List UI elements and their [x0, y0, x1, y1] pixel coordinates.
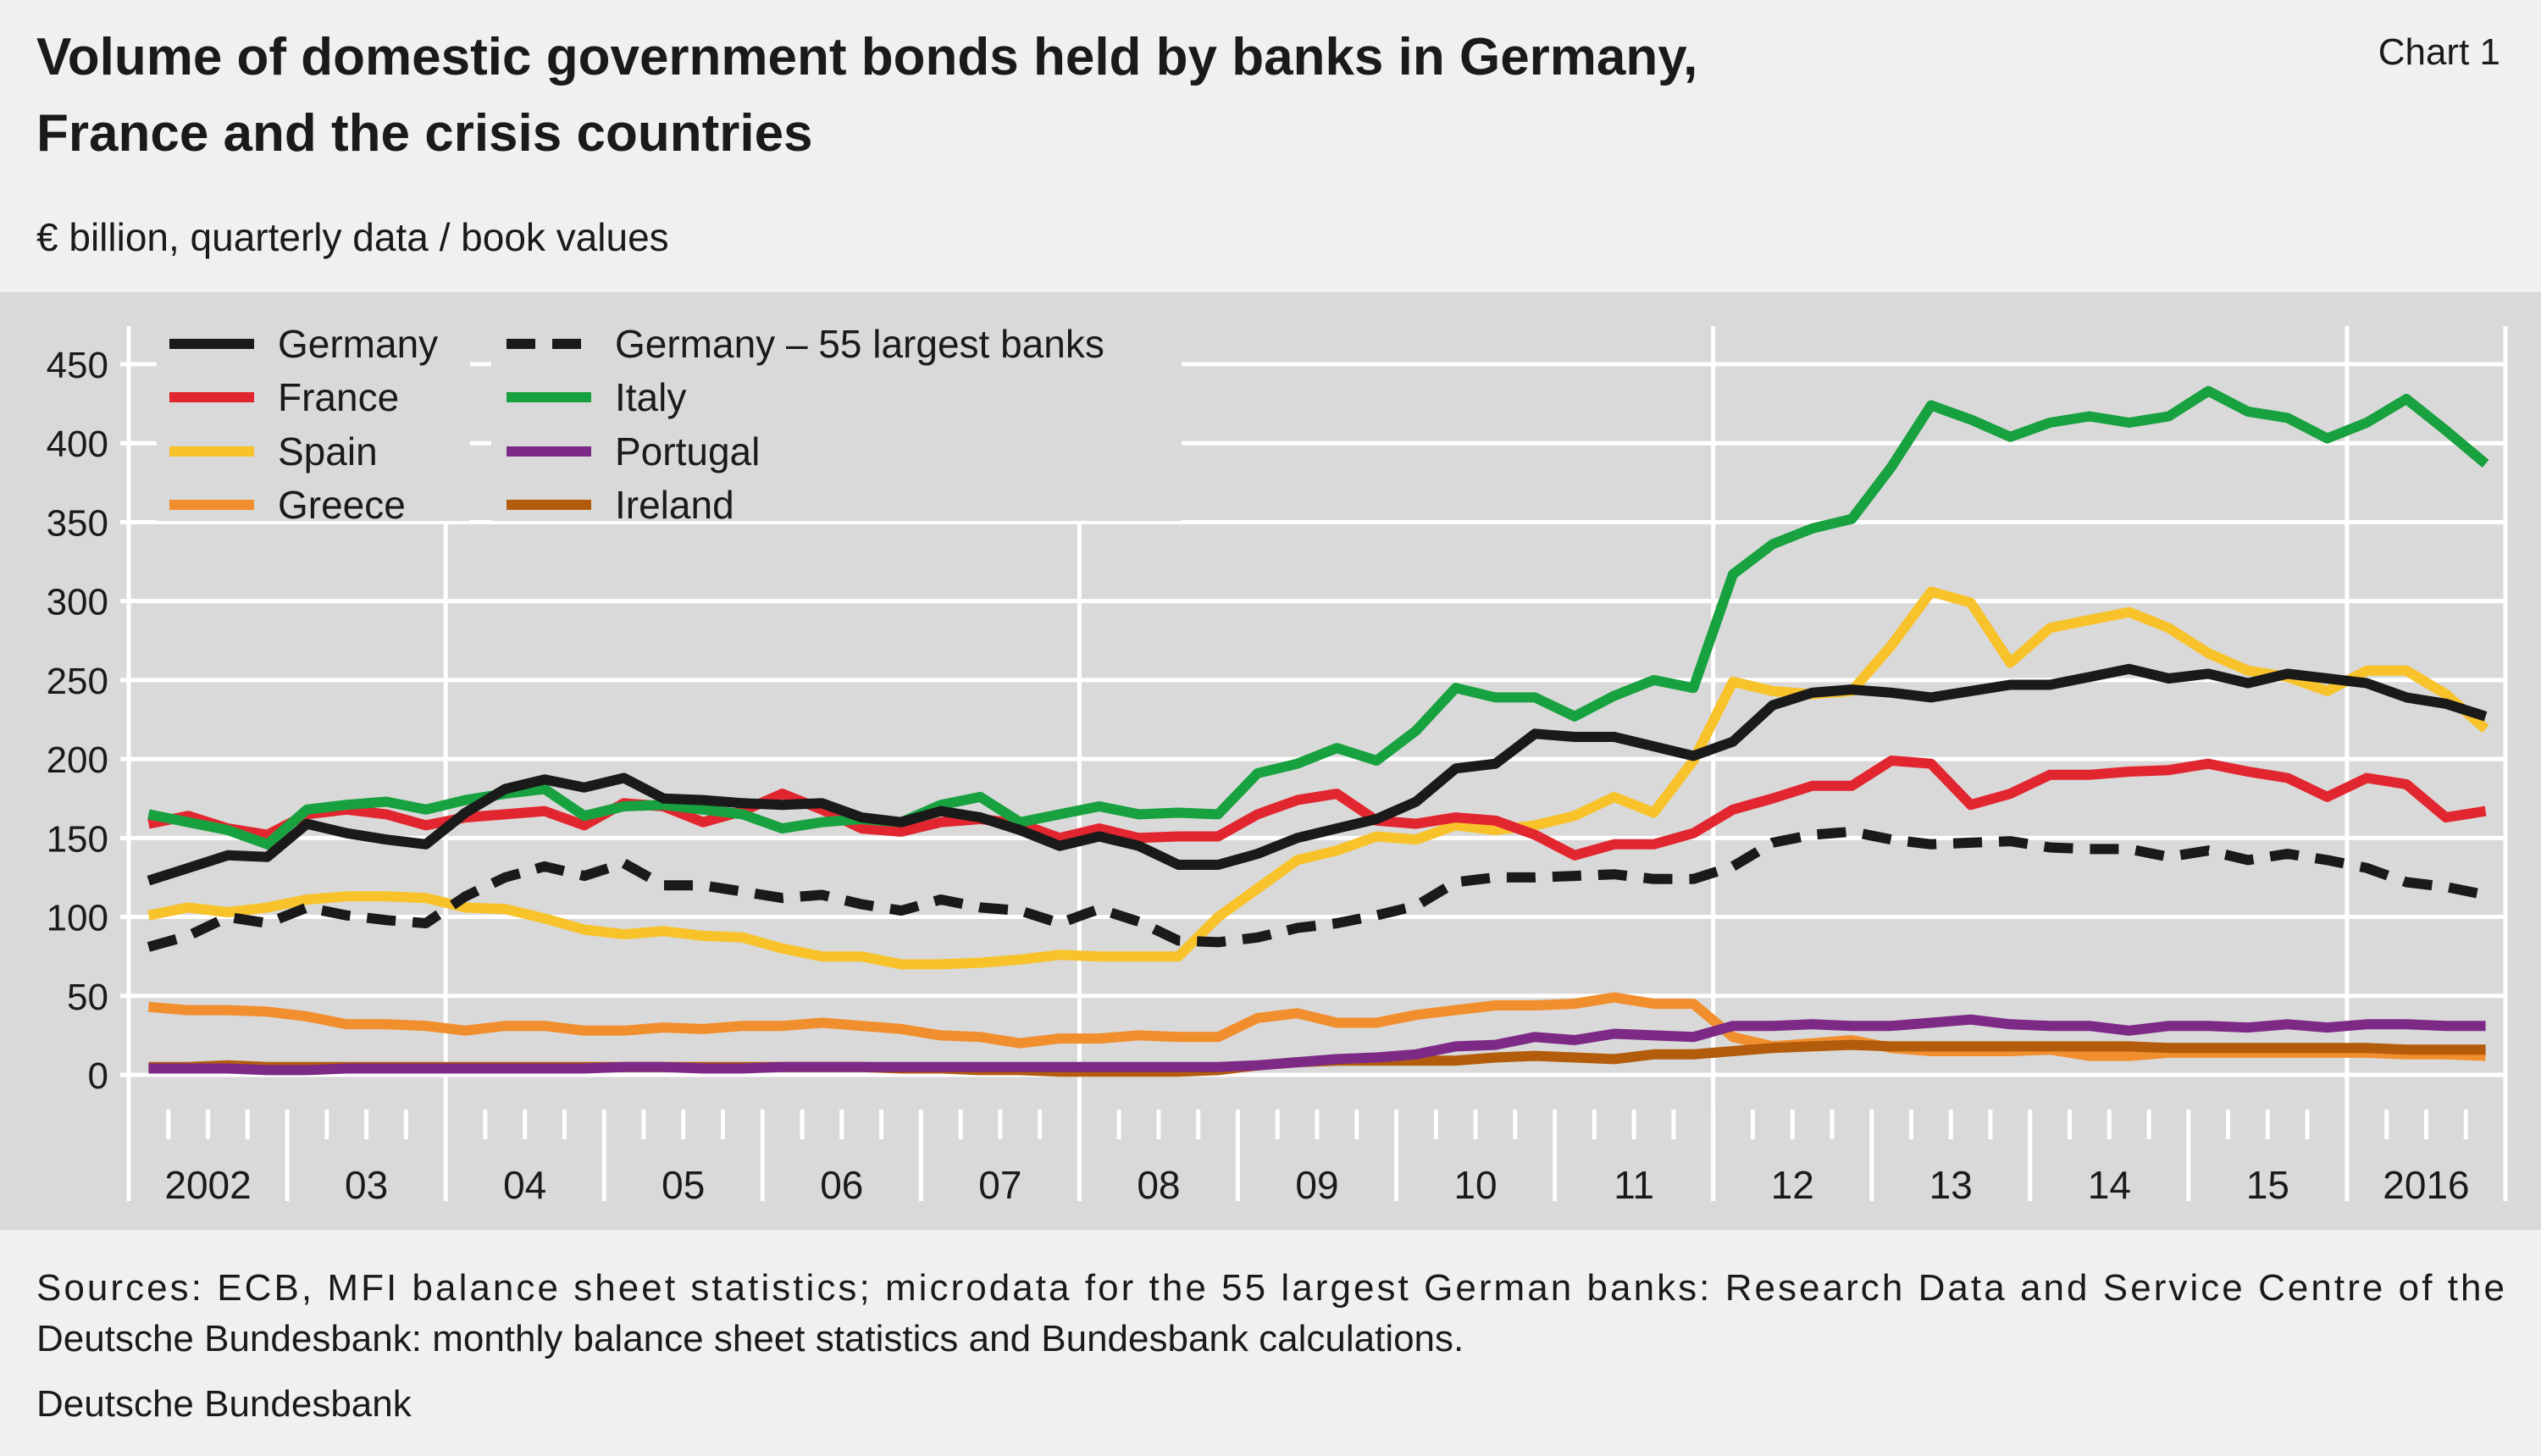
legend-background-left: [157, 318, 470, 521]
x-tick-label: 11: [1614, 1163, 1654, 1207]
series-line-portugal: [148, 1014, 2486, 1076]
x-tick-label: 13: [1929, 1163, 1973, 1207]
legend-label: Ireland: [615, 483, 734, 527]
legend: Germany France Spain Greece Germany – 55 lar…: [157, 318, 1182, 527]
chart-number: Chart 1: [2378, 31, 2500, 73]
legend-label: Portugal: [615, 429, 760, 473]
y-tick-label: 0: [88, 1055, 108, 1097]
chart-subtitle: € billion, quarterly data / book values: [36, 215, 669, 259]
y-tick-label: 50: [67, 977, 108, 1018]
x-tick-label: 08: [1137, 1163, 1180, 1207]
y-tick-label: 450: [47, 345, 108, 386]
y-tick-label: 300: [47, 582, 108, 623]
x-tick-label: 05: [662, 1163, 705, 1207]
legend-label: Germany: [278, 322, 438, 366]
x-tick-label: 03: [345, 1163, 388, 1207]
sources-line2: Deutsche Bundesbank: monthly balance she…: [36, 1318, 1464, 1359]
x-tick-label: 15: [2246, 1163, 2289, 1207]
legend-label: France: [278, 375, 399, 419]
x-tick-label: 2002: [164, 1163, 251, 1207]
x-tick-label: 09: [1295, 1163, 1338, 1207]
series-line-spain: [147, 586, 2489, 970]
x-tick-label: 10: [1453, 1163, 1497, 1207]
legend-label: Spain: [278, 429, 378, 473]
y-tick-label: 150: [47, 818, 108, 860]
sources-line1: Sources: ECB, MFI balance sheet statisti…: [36, 1267, 2505, 1309]
y-axis-tick-labels: 0 50 100 150 200 250 300 350 400 450: [47, 345, 108, 1097]
y-tick-label: 200: [47, 739, 108, 781]
x-axis: 2002 03 04 05 06 07 08 09 10 11 12 13 14 15 2016: [126, 1110, 2508, 1207]
x-tick-label: 14: [2088, 1163, 2131, 1207]
x-tick-label: 06: [820, 1163, 863, 1207]
y-tick-label: 100: [47, 898, 108, 939]
series-line-germany-55-largest-banks: [147, 826, 2487, 952]
chart-title-line2: France and the crisis countries: [36, 104, 813, 163]
series-lines: [147, 385, 2489, 1077]
x-tick-label: 07: [978, 1163, 1021, 1207]
publisher: Deutsche Bundesbank: [36, 1383, 412, 1425]
x-tick-label: 2016: [2383, 1163, 2469, 1207]
series-line-france: [147, 756, 2487, 861]
y-tick-label: 400: [47, 424, 108, 465]
legend-label: Italy: [615, 375, 686, 419]
gridlines: [120, 326, 2508, 1201]
legend-label: Germany – 55 largest banks: [615, 322, 1104, 366]
y-tick-label: 350: [47, 502, 108, 544]
y-tick-label: 250: [47, 661, 108, 702]
legend-label: Greece: [278, 483, 406, 527]
x-tick-label: 12: [1771, 1163, 1814, 1207]
legend-background-right: [491, 318, 1182, 521]
chart-title-line1: Volume of domestic government bonds held…: [36, 28, 1697, 86]
series-line-greece: [147, 992, 2486, 1061]
series-line-germany: [147, 663, 2488, 886]
series-line-italy: [147, 385, 2489, 850]
x-tick-label: 04: [503, 1163, 546, 1207]
